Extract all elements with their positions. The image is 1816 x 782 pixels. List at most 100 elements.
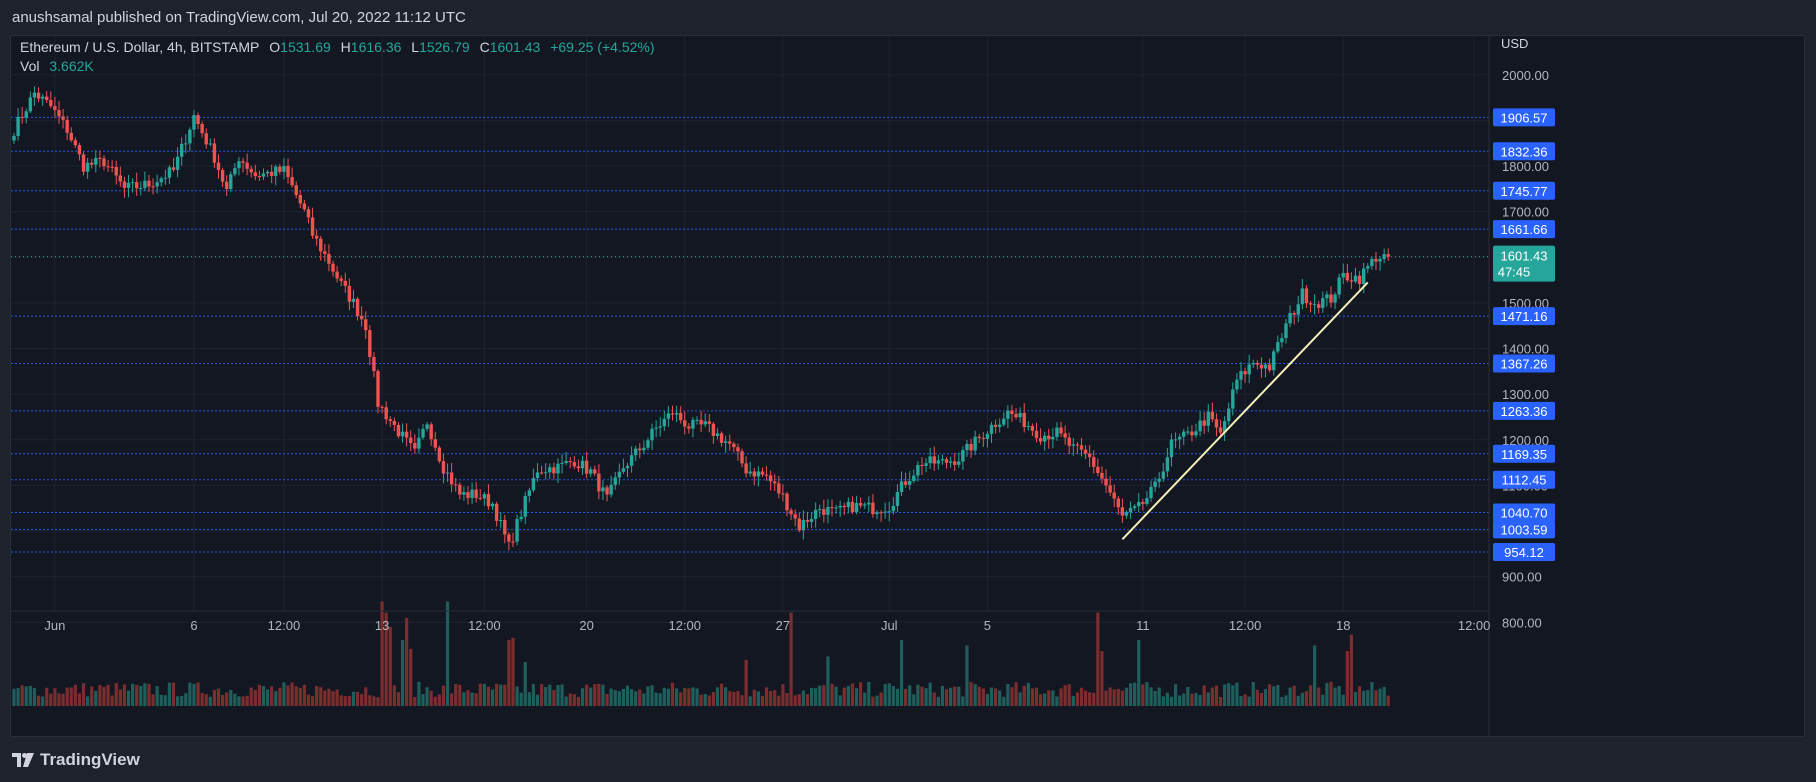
candle-body — [1284, 323, 1288, 339]
volume-bar — [282, 682, 286, 706]
volume-bar — [1055, 696, 1059, 706]
candle-body — [478, 497, 482, 499]
candle-body — [646, 440, 650, 448]
y-tick-label: 1200.00 — [1502, 433, 1549, 448]
level-tag-label: 1112.45 — [1501, 473, 1546, 488]
candle-body — [777, 483, 781, 494]
candle-body — [584, 460, 589, 474]
volume-bar — [372, 696, 376, 706]
candle-body — [274, 166, 278, 176]
volume-bar — [928, 682, 932, 706]
candle-body — [1198, 420, 1202, 432]
volume-bar — [229, 689, 233, 706]
volume-bar — [1124, 687, 1129, 706]
candle-body — [372, 356, 376, 372]
volume-bar — [515, 686, 519, 706]
volume-bar — [597, 683, 601, 706]
candle-body — [711, 423, 716, 437]
candle-body — [707, 421, 711, 424]
candle-body — [98, 157, 102, 159]
candle-body — [1079, 445, 1084, 450]
candle-body — [1206, 411, 1210, 426]
candle-body — [216, 162, 221, 171]
chart-area[interactable]: USD800.00900.001000.001100.001200.001300… — [10, 35, 1805, 737]
candle-body — [24, 111, 28, 118]
candle-body — [130, 182, 135, 184]
volume-bar — [666, 688, 670, 706]
volume-bar — [69, 687, 73, 706]
candle-body — [257, 176, 262, 178]
volume-bar — [769, 690, 773, 706]
volume-bar — [298, 687, 302, 706]
volume-bar — [674, 688, 679, 706]
volume-bar — [163, 695, 167, 706]
volume-bar — [949, 687, 953, 706]
volume-bar — [1366, 690, 1370, 706]
candle-body — [1034, 430, 1039, 439]
candle-body — [175, 156, 180, 170]
candle-body — [155, 182, 159, 187]
candle-body — [433, 439, 437, 448]
volume-bar — [462, 692, 466, 706]
volume-bar — [1088, 692, 1092, 706]
volume-bar — [421, 694, 425, 706]
candle-body — [552, 467, 556, 474]
candle-body — [1259, 364, 1264, 369]
volume-bar — [122, 684, 127, 706]
close-label: C — [479, 39, 490, 55]
candle-body — [662, 418, 667, 427]
candle-body — [188, 129, 192, 144]
candle-body — [32, 92, 37, 98]
candle-body — [789, 510, 793, 515]
ohlc-legend: Ethereum / U.S. Dollar, 4h, BITSTAMP O15… — [20, 39, 661, 55]
low-value: 1526.79 — [419, 39, 470, 55]
candle-body — [392, 420, 397, 425]
volume-bar — [887, 683, 891, 706]
candle-body — [1067, 437, 1071, 446]
candle-body — [351, 298, 356, 302]
volume-bar — [1353, 691, 1358, 706]
volume-bar — [552, 690, 556, 706]
candle-body — [633, 448, 638, 456]
volume-bar — [429, 690, 433, 706]
volume-bar — [625, 685, 630, 706]
volume-bar — [1030, 688, 1035, 706]
candle-body — [818, 509, 822, 511]
y-tick-label: 900.00 — [1502, 570, 1542, 585]
volume-bar — [842, 687, 846, 706]
price-chart[interactable]: USD800.00900.001000.001100.001200.001300… — [11, 36, 1804, 736]
candle-body — [196, 115, 200, 124]
price-axis-bg — [1489, 36, 1804, 736]
candle-body — [380, 406, 384, 408]
volume-bar — [998, 690, 1002, 706]
tradingview-logo[interactable]: TradingView — [12, 750, 140, 770]
candle-body — [1116, 498, 1120, 508]
candle-body — [539, 472, 544, 474]
candle-body — [40, 96, 45, 99]
candle-body — [1026, 426, 1031, 428]
volume-label: Vol — [20, 58, 40, 74]
volume-bar — [556, 684, 560, 706]
candle-body — [793, 514, 797, 519]
volume-bar — [944, 689, 949, 706]
candle-body — [1255, 363, 1260, 365]
volume-bar — [94, 690, 98, 706]
candle-body — [903, 481, 908, 485]
volume-bar — [912, 694, 916, 706]
volume-bar — [1210, 687, 1214, 706]
volume-bar — [184, 693, 188, 706]
volume-bar — [883, 684, 887, 706]
candle-body — [1251, 363, 1255, 365]
candle-body — [715, 433, 720, 437]
candle-body — [683, 420, 687, 427]
volume-bar — [1157, 687, 1161, 706]
volume-bar — [1083, 690, 1088, 706]
volume-bar — [73, 684, 77, 706]
volume-bar — [850, 683, 855, 706]
candle-body — [298, 195, 302, 204]
candle-body — [1149, 487, 1153, 499]
volume-bar — [1071, 695, 1075, 706]
volume-bar — [1300, 692, 1304, 706]
candle-body — [102, 158, 106, 167]
candle-body — [339, 278, 343, 281]
